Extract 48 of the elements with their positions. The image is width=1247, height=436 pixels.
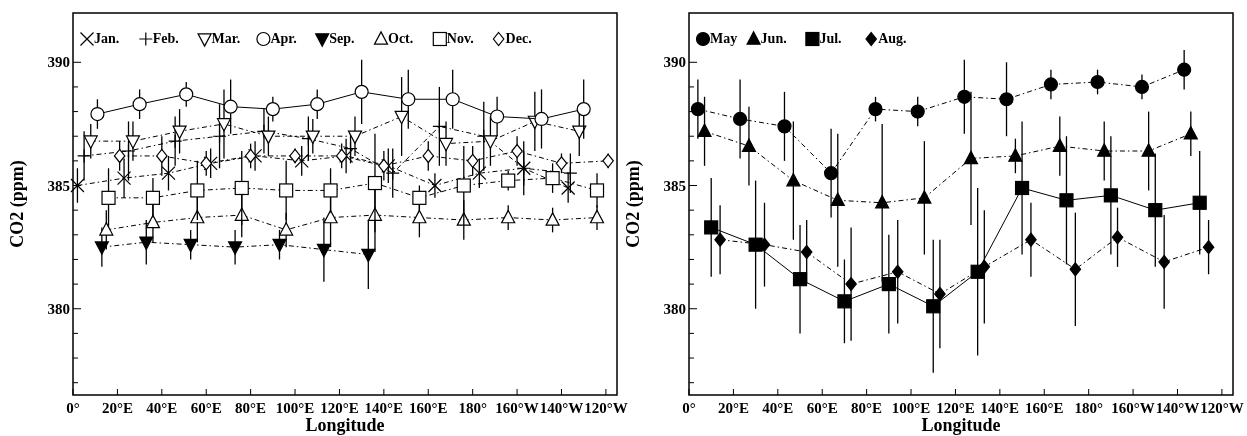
x-tick-label: 160°E — [1025, 400, 1064, 416]
legend-label: May — [710, 31, 738, 46]
x-tick-label: 60°E — [190, 400, 222, 416]
x-tick-label: 160°E — [409, 400, 448, 416]
x-tick-label: 80°E — [851, 400, 883, 416]
x-tick-label: 120°W — [584, 400, 628, 416]
legend-label: Apr. — [270, 31, 297, 46]
x-tick-label: 40°E — [762, 400, 794, 416]
x-tick-label: 180° — [458, 400, 487, 416]
legend-label: Nov. — [446, 31, 474, 46]
legend-label: Feb. — [152, 31, 179, 46]
legend-label: Sep. — [329, 31, 355, 46]
x-axis-title: Longitude — [305, 415, 385, 435]
y-tick-label: 385 — [663, 177, 686, 194]
x-tick-label: 160°W — [495, 400, 539, 416]
y-tick-label: 385 — [47, 177, 70, 194]
x-tick-label: 120°E — [936, 400, 975, 416]
y-axis-title: CO2 (ppm) — [7, 160, 28, 248]
y-tick-label: 380 — [47, 300, 70, 317]
x-tick-label: 180° — [1074, 400, 1103, 416]
x-tick-label: 140°E — [980, 400, 1020, 416]
x-tick-label: 120°W — [1200, 400, 1244, 416]
x-tick-label: 120°E — [320, 400, 359, 416]
x-tick-label: 0° — [66, 400, 80, 416]
legend-label: Jun. — [760, 31, 787, 46]
x-tick-label: 60°E — [806, 400, 838, 416]
legend-label: Dec. — [505, 31, 532, 46]
x-tick-label: 140°E — [364, 400, 404, 416]
x-tick-label: 0° — [682, 400, 696, 416]
x-tick-label: 140°W — [1155, 400, 1200, 416]
x-tick-label: 140°W — [539, 400, 584, 416]
x-tick-label: 160°W — [1111, 400, 1155, 416]
y-tick-label: 390 — [663, 54, 686, 71]
x-tick-label: 100°E — [891, 400, 931, 416]
x-axis-title: Longitude — [921, 415, 1001, 435]
legend-label: Jul. — [819, 31, 842, 46]
legend-label: Aug. — [878, 31, 907, 46]
legend-label: Oct. — [388, 31, 414, 46]
x-tick-label: 40°E — [146, 400, 178, 416]
y-tick-label: 380 — [663, 300, 686, 317]
legend-label: Jan. — [94, 31, 120, 46]
x-tick-label: 20°E — [717, 400, 749, 416]
x-tick-label: 20°E — [101, 400, 133, 416]
y-axis-title: CO2 (ppm) — [623, 160, 644, 248]
x-tick-label: 80°E — [235, 400, 267, 416]
legend-label: Mar. — [211, 31, 241, 46]
x-tick-label: 100°E — [275, 400, 315, 416]
y-tick-label: 390 — [47, 54, 70, 71]
